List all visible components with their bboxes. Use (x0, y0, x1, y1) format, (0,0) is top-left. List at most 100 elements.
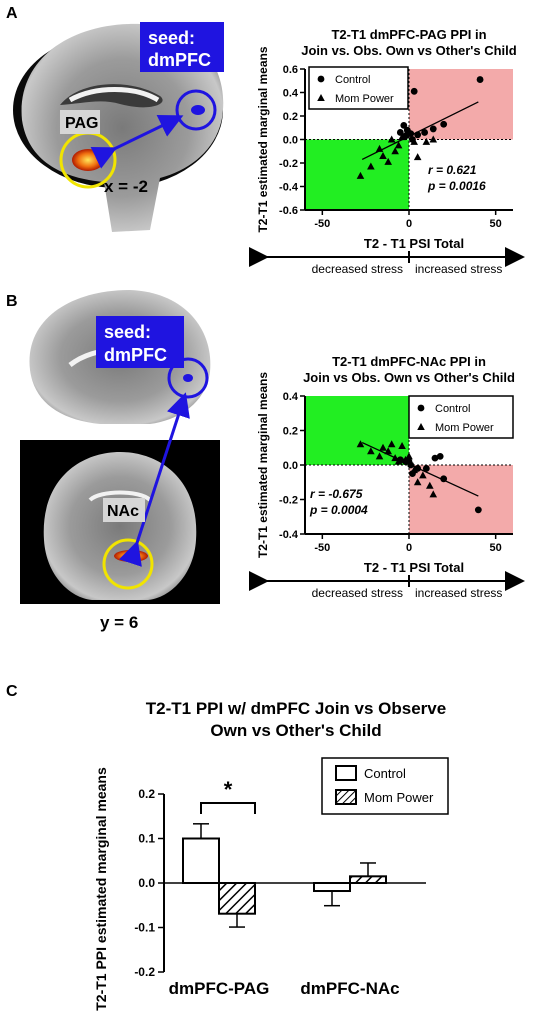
significance-bracket (200, 802, 256, 814)
nac-label-box (103, 498, 145, 522)
bar-control (313, 882, 351, 893)
x-tick-label: 0 (406, 542, 412, 554)
x-tick-label: 0 (406, 218, 412, 230)
data-point-mom-power (367, 447, 375, 455)
data-point-mom-power (375, 452, 384, 460)
bar-chart-title-line2: Own vs Other's Child (210, 721, 381, 740)
data-point-control (440, 120, 448, 128)
significance-marker: * (224, 777, 233, 802)
panel-letter-c: C (6, 683, 18, 700)
x-tick-label: 50 (490, 542, 502, 554)
bar-y-tick-label: 0.1 (138, 832, 155, 846)
seed-label-a-line2: dmPFC (148, 50, 211, 70)
stat-p: p = 0.0016 (427, 179, 486, 193)
scatter-chart-b: -0.4 -0.2 0.0 0.2 0.4 -50 0 50 T2-T1 dmPFC-NAc P… (249, 354, 525, 600)
bar-legend-label-mom-power: Mom Power (364, 790, 434, 805)
data-point-control (407, 461, 415, 469)
bar-legend-swatch-mom-power (335, 789, 357, 805)
legend-marker-mom-power (317, 94, 325, 101)
bar-chart-y-label: T2-T1 PPI estimated marginal means (93, 767, 109, 1011)
data-point-control (422, 465, 430, 472)
y-tick-label: -0.2 (279, 495, 298, 507)
y-tick-label: 0.4 (283, 391, 299, 403)
slice-label-a: x = -2 (104, 177, 148, 196)
data-point-mom-power (356, 440, 365, 448)
data-point-mom-power (394, 457, 403, 465)
bar-y-tick-label: 0.2 (138, 787, 155, 801)
bar-y-tick-label: -0.1 (134, 921, 155, 935)
data-point-mom-power (413, 478, 422, 486)
x-tick-label: -50 (314, 218, 330, 230)
y-tick-label: -0.4 (279, 182, 299, 194)
legend-marker-control (317, 75, 325, 83)
data-point-mom-power (429, 490, 438, 498)
y-tick-label: 0.0 (283, 460, 298, 472)
seed-label-box-a (140, 22, 224, 72)
chart-title-line2: Join vs. Obs. Own vs Other's Child (301, 43, 517, 58)
x-tick-label: -50 (314, 542, 330, 554)
data-point-mom-power (398, 442, 406, 450)
legend-box (408, 395, 514, 439)
y-tick-label: -0.6 (279, 205, 298, 217)
data-point-mom-power (391, 454, 399, 462)
data-point-mom-power (405, 452, 413, 460)
y-axis-label: T2-T1 estimated marginal means (256, 46, 270, 232)
data-point-mom-power (379, 151, 387, 159)
x-tick-label: 50 (490, 218, 502, 230)
x-axis-label: T2 - T1 PSI Total (364, 560, 464, 575)
data-point-mom-power (384, 157, 392, 165)
bar-legend-label-control: Control (364, 766, 406, 781)
stress-left-label: decreased stress (312, 262, 403, 276)
bar-chart-c: T2-T1 PPI w/ dmPFC Join vs Observe Own vs… (93, 699, 449, 1011)
quadrant-green (305, 139, 409, 210)
y-tick-label: 0.0 (283, 135, 298, 147)
stat-r: r = -0.675 (310, 487, 363, 501)
y-tick-label: 0.4 (283, 88, 299, 100)
seed-label-a-line1: seed: (148, 28, 195, 48)
quadrant-green (305, 396, 409, 465)
connectivity-arrow-a (90, 115, 184, 169)
stress-right-label: increased stress (415, 262, 502, 276)
bar-y-tick-label: 0.0 (138, 876, 155, 890)
stat-p: p = 0.0004 (309, 503, 368, 517)
y-axis-label: T2-T1 estimated marginal means (256, 372, 270, 558)
bar-y-tick-label: -0.2 (134, 965, 155, 979)
data-point-mom-power (410, 466, 418, 474)
bar-category-label: dmPFC-NAc (300, 979, 399, 998)
bar-category-label: dmPFC-PAG (169, 979, 270, 998)
dmpfc-activation-blob-b (183, 374, 193, 382)
chart-title-line1: T2-T1 dmPFC-NAc PPI in (332, 354, 486, 369)
seed-label-box-b (96, 316, 184, 368)
data-point-mom-power (356, 171, 365, 179)
legend-label-mom-power: Mom Power (435, 422, 494, 434)
slice-label-b: y = 6 (100, 613, 138, 632)
pag-label-box (60, 110, 100, 134)
bar-mom-power (349, 875, 387, 885)
data-point-mom-power (375, 144, 384, 152)
stress-right-label: increased stress (415, 586, 502, 600)
pag-activation-blob (72, 149, 104, 171)
data-point-control (421, 129, 428, 136)
chart-title-line2: Join vs Obs. Own vs Other's Child (303, 370, 515, 385)
data-point-control (400, 122, 408, 129)
bar-chart-title-line1: T2-T1 PPI w/ dmPFC Join vs Observe (146, 699, 446, 718)
panel-letter-b: B (6, 293, 18, 310)
data-point-control (431, 454, 439, 462)
legend-label-mom-power: Mom Power (335, 93, 394, 105)
bar-control (182, 837, 220, 884)
data-point-mom-power (387, 440, 396, 448)
data-point-mom-power (429, 135, 438, 143)
nac-activation-blob (114, 550, 148, 562)
data-point-mom-power (367, 162, 375, 170)
seed-label-b-line1: seed: (104, 322, 151, 342)
seed-label-b-line2: dmPFC (104, 345, 167, 365)
data-point-mom-power (384, 447, 392, 455)
data-point-control (440, 475, 448, 483)
data-point-mom-power (398, 133, 406, 141)
y-tick-label: -0.4 (279, 529, 299, 541)
legend-marker-mom-power (417, 423, 425, 430)
data-point-control (476, 76, 484, 83)
data-point-mom-power (391, 147, 399, 155)
legend-box (308, 66, 409, 110)
